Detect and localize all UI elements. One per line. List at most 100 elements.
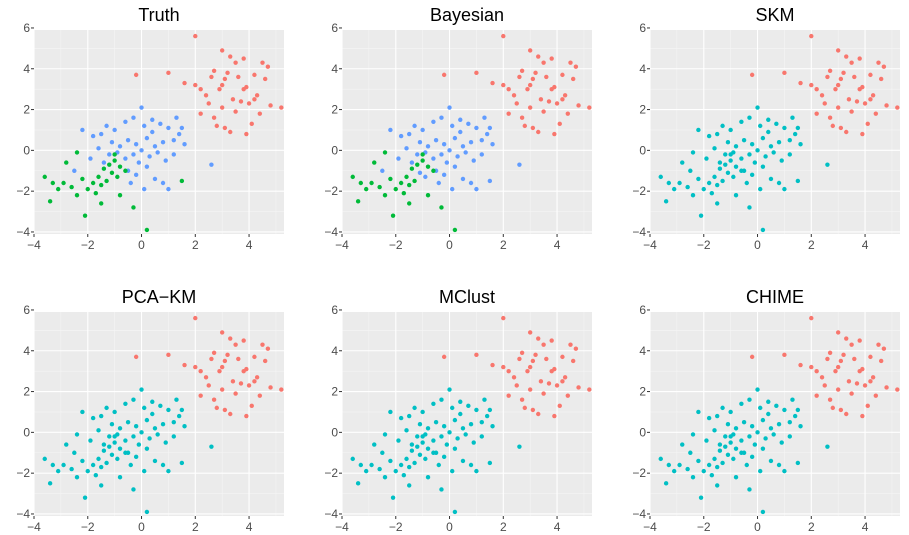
data-point (241, 368, 246, 374)
data-point (112, 127, 117, 133)
data-point (755, 148, 760, 153)
data-point (47, 199, 53, 204)
data-point (436, 180, 441, 186)
data-point (147, 154, 152, 159)
data-point (171, 434, 176, 439)
data-point (527, 105, 533, 110)
data-point (131, 205, 136, 210)
data-point (390, 495, 396, 500)
data-point (723, 152, 728, 157)
data-point (835, 82, 841, 88)
data-point (728, 440, 733, 445)
data-point (552, 413, 557, 419)
data-point (506, 111, 511, 116)
data-point (846, 379, 852, 384)
data-point (415, 152, 420, 157)
data-point (238, 381, 244, 386)
y-tick-label: 2 (331, 103, 338, 117)
data-point (857, 56, 862, 61)
data-point (873, 393, 879, 398)
data-point (407, 413, 412, 419)
data-point (107, 152, 112, 157)
data-point (128, 180, 133, 186)
y-tick-label: −2 (324, 184, 338, 198)
data-point (109, 422, 115, 427)
data-point (844, 54, 849, 59)
data-point (752, 442, 758, 447)
data-point (690, 432, 696, 437)
data-point (117, 144, 123, 149)
data-point (709, 191, 715, 196)
data-point (423, 456, 428, 462)
data-point (85, 186, 90, 192)
data-point (417, 140, 423, 145)
data-point (795, 125, 801, 131)
data-point (787, 152, 792, 157)
data-point (417, 452, 423, 457)
data-point (182, 424, 187, 429)
data-point (712, 428, 717, 433)
data-point (860, 413, 865, 419)
data-point (720, 123, 725, 129)
data-point (163, 440, 168, 445)
data-point (795, 407, 801, 413)
data-point (450, 468, 455, 474)
data-point (776, 180, 782, 186)
data-point (447, 387, 452, 392)
data-point (219, 82, 225, 88)
y-tick-label: −2 (16, 184, 30, 198)
data-point (698, 213, 704, 218)
data-point (112, 409, 117, 415)
data-point (739, 450, 744, 455)
data-point (698, 495, 704, 500)
data-point (425, 144, 431, 149)
data-point (139, 387, 144, 392)
data-point (133, 172, 139, 178)
data-point (787, 137, 792, 143)
data-point (538, 97, 544, 102)
data-point (136, 442, 142, 447)
data-point (166, 407, 171, 413)
data-point (217, 86, 222, 92)
data-point (50, 462, 56, 468)
y-tick-label: 0 (639, 143, 646, 157)
data-point (511, 375, 517, 380)
data-point (390, 213, 396, 218)
data-point (441, 142, 447, 147)
data-point (733, 193, 739, 198)
data-point (466, 121, 471, 127)
data-point (733, 475, 739, 480)
data-point (206, 101, 211, 106)
data-point (544, 74, 549, 80)
x-tick-label: 2 (808, 238, 815, 252)
x-tick-label: 0 (138, 520, 145, 534)
data-point (433, 419, 439, 425)
data-point (409, 448, 415, 453)
data-point (490, 424, 495, 429)
data-point (878, 76, 884, 82)
data-point (696, 127, 701, 133)
x-tick-label: −2 (389, 520, 403, 534)
data-point (798, 362, 803, 368)
data-point (565, 393, 571, 398)
data-point (88, 438, 93, 443)
data-point (468, 180, 474, 186)
data-point (814, 393, 819, 398)
data-point (519, 115, 525, 120)
data-point (766, 411, 771, 417)
data-point (279, 105, 284, 110)
data-point (827, 68, 833, 74)
data-point (209, 162, 214, 167)
data-point (814, 86, 819, 92)
data-point (171, 137, 176, 143)
data-point (420, 158, 425, 163)
data-point (715, 131, 720, 137)
data-point (460, 144, 466, 149)
data-point (522, 405, 527, 411)
data-point (431, 438, 436, 443)
data-point (439, 397, 444, 402)
data-point (739, 119, 744, 125)
data-point (152, 176, 158, 182)
data-point (254, 93, 260, 98)
data-point (50, 180, 56, 186)
